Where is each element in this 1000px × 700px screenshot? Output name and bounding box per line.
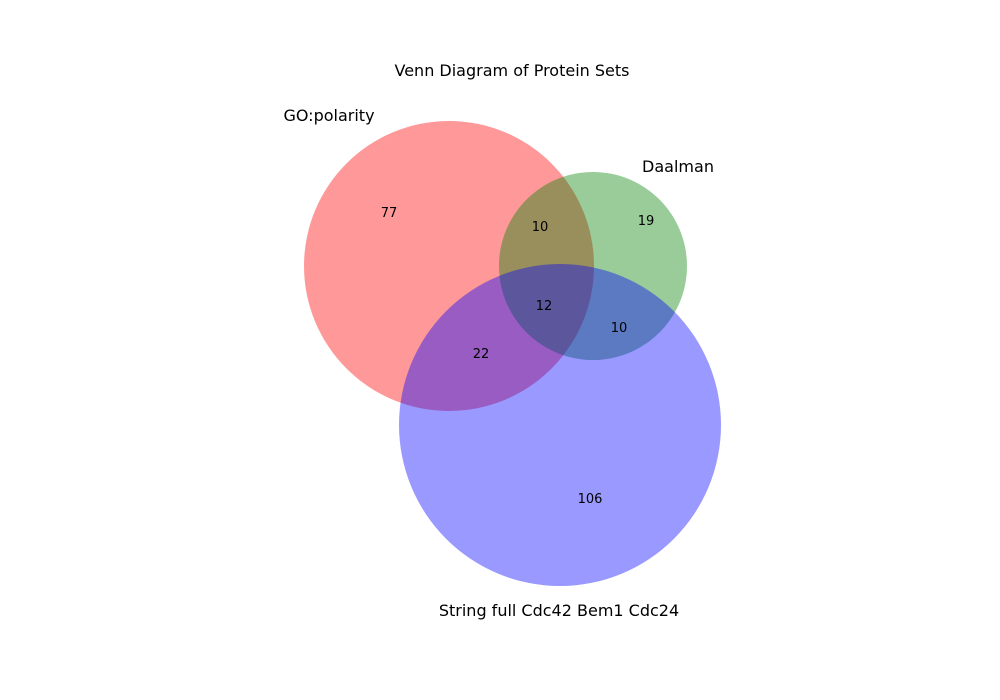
set-label-daalman: Daalman [642,157,714,176]
region-counts: 77 19 10 12 10 22 106 [381,206,655,507]
region-count-go-polarity-daalman: 10 [532,220,549,235]
diagram-title: Venn Diagram of Protein Sets [395,61,630,80]
region-count-daalman-only: 19 [638,214,655,229]
region-count-go-polarity-string: 22 [473,347,490,362]
set-labels: GO:polarity Daalman String full Cdc42 Be… [283,106,713,620]
set-circles [304,121,721,586]
circle-go-polarity [304,121,594,411]
circle-daalman [499,172,687,360]
set-label-string-full: String full Cdc42 Bem1 Cdc24 [439,601,679,620]
circle-string-full [399,264,721,586]
set-label-go-polarity: GO:polarity [283,106,374,125]
region-count-string-only: 106 [578,492,603,507]
region-count-go-polarity-only: 77 [381,206,398,221]
region-count-all-three: 12 [536,299,553,314]
region-count-daalman-string: 10 [611,321,628,336]
